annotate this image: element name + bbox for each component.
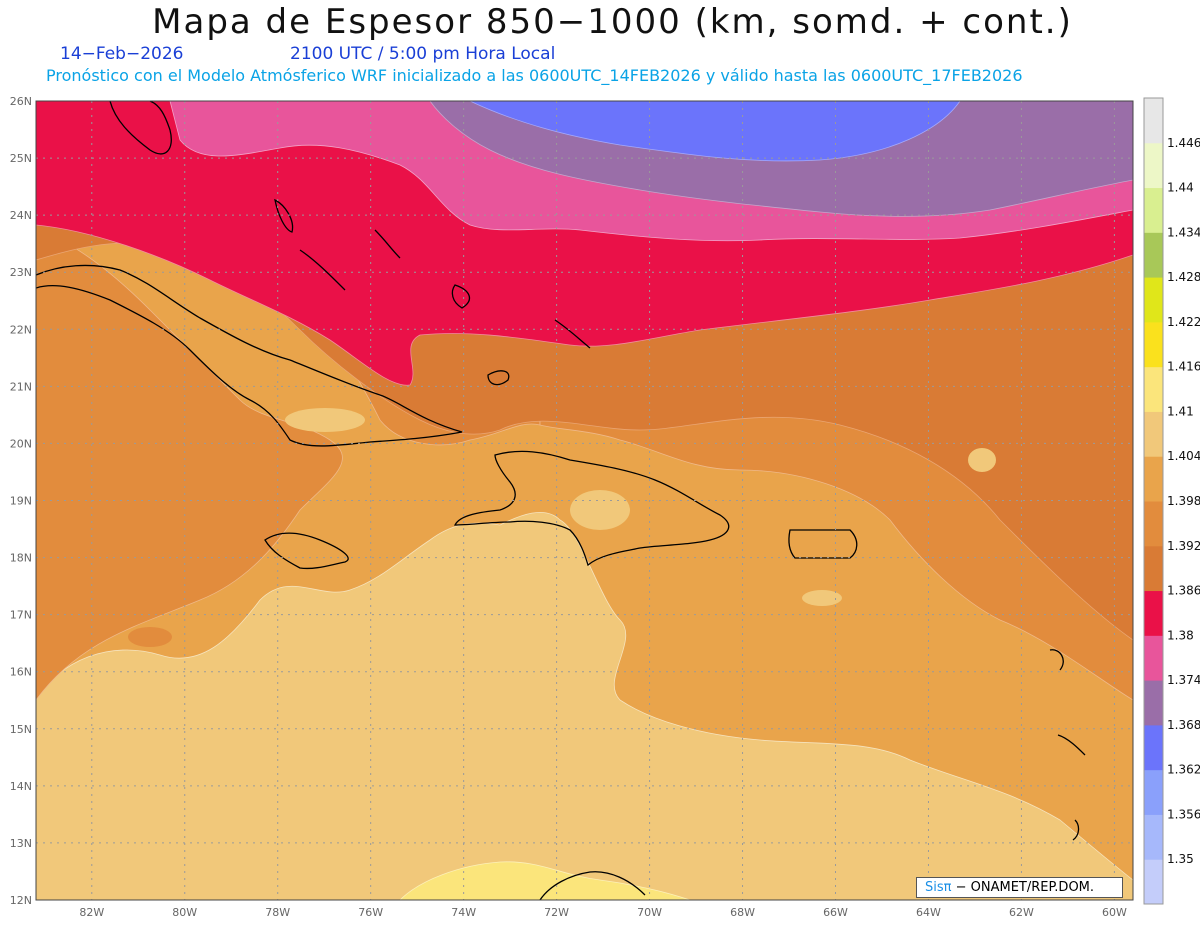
colorbar: 1.35 1.356 1.362 1.368 1.374 1.38 1.386 1.392 1.… xyxy=(1143,97,1200,905)
lon-label: 82W xyxy=(79,906,104,919)
colorbar-label: 1.446 xyxy=(1167,136,1200,150)
coastline-jamaica xyxy=(264,532,349,570)
thickness-band-1404 xyxy=(36,512,1133,900)
colorbar-label: 1.392 xyxy=(1167,539,1200,553)
sispi-logo-text: Sisπ xyxy=(925,880,952,895)
credit-text: − ONAMET/REP.DOM. xyxy=(955,880,1095,895)
lat-label: 16N xyxy=(10,666,32,679)
coastline-cuba xyxy=(36,264,463,447)
colorbar-swatch xyxy=(1144,724,1163,771)
coastline-florida xyxy=(109,101,172,155)
thickness-blob xyxy=(128,627,172,647)
colorbar-swatch xyxy=(1144,590,1163,636)
colorbar-swatch xyxy=(1144,411,1163,457)
lon-label: 64W xyxy=(916,906,941,919)
colorbar-swatch xyxy=(1144,545,1163,592)
lat-label: 17N xyxy=(10,609,32,622)
colorbar-swatch xyxy=(1144,456,1163,502)
colorbar-label: 1.35 xyxy=(1167,852,1194,866)
lat-label: 21N xyxy=(10,380,32,393)
lon-label: 60W xyxy=(1102,906,1127,919)
lat-label: 18N xyxy=(10,552,32,565)
lon-label: 70W xyxy=(637,906,662,919)
map-grid xyxy=(36,101,1133,900)
colorbar-swatch xyxy=(1144,769,1163,815)
lon-label: 74W xyxy=(451,906,476,919)
colorbar-swatch xyxy=(1144,187,1163,233)
lat-label: 13N xyxy=(10,837,32,850)
colorbar-swatch xyxy=(1144,232,1163,278)
coastlines xyxy=(36,101,1086,900)
coastline-great-inagua xyxy=(487,370,510,386)
date-label: 14−Feb−2026 xyxy=(60,44,184,64)
lon-label: 80W xyxy=(172,906,197,919)
lat-label: 14N xyxy=(10,780,32,793)
time-label: 2100 UTC / 5:00 pm Hora Local xyxy=(290,44,556,64)
colorbar-label: 1.386 xyxy=(1167,584,1200,598)
longitude-labels: 82W 80W 78W 76W 74W 72W 70W 68W 66W 64W 62W 60W xyxy=(79,906,1127,919)
coastline-lesser-antilles xyxy=(1049,649,1086,841)
coastline-bahamas-2 xyxy=(374,229,401,259)
lat-label: 23N xyxy=(10,266,32,279)
colorbar-swatch xyxy=(1144,501,1163,547)
credit-box: Sisπ − ONAMET/REP.DOM. xyxy=(916,877,1123,898)
colorbar-label: 1.356 xyxy=(1167,807,1200,821)
colorbar-swatch xyxy=(1144,142,1163,189)
colorbar-swatch xyxy=(1144,859,1163,905)
colorbar-label: 1.428 xyxy=(1167,270,1200,284)
colorbar-swatch xyxy=(1144,635,1163,681)
coastline-venezuela xyxy=(539,871,646,900)
lat-label: 25N xyxy=(10,152,32,165)
thickness-band-1362 xyxy=(469,101,961,162)
latitude-labels: 26N 25N 24N 23N 22N 21N 20N 19N 18N 17N 16N 15N 14N 1… xyxy=(10,95,32,907)
lat-label: 12N xyxy=(10,894,32,907)
colorbar-label: 1.41 xyxy=(1167,404,1194,418)
coastline-hispaniola xyxy=(453,450,730,567)
colorbar-swatch xyxy=(1144,98,1163,144)
colorbar-swatch xyxy=(1144,277,1163,323)
lat-label: 22N xyxy=(10,323,32,336)
thickness-blob xyxy=(968,448,996,472)
coastline-bahamas-3 xyxy=(451,284,471,309)
lon-label: 66W xyxy=(823,906,848,919)
colorbar-swatch xyxy=(1144,321,1163,368)
map-title: Mapa de Espesor 850−1000 (km, somd. + co… xyxy=(152,2,1073,42)
lon-label: 68W xyxy=(730,906,755,919)
colorbar-label: 1.362 xyxy=(1167,763,1200,777)
colorbar-label: 1.434 xyxy=(1167,225,1200,239)
lat-label: 24N xyxy=(10,209,32,222)
colorbar-label: 1.416 xyxy=(1167,360,1200,374)
thickness-blob xyxy=(285,408,365,432)
thickness-blob xyxy=(802,590,842,606)
colorbar-swatch xyxy=(1144,680,1163,726)
colorbar-label: 1.422 xyxy=(1167,315,1200,329)
colorbar-label: 1.374 xyxy=(1167,673,1200,687)
colorbar-label: 1.38 xyxy=(1167,628,1194,642)
lat-label: 19N xyxy=(10,495,32,508)
coastline-bahamas-4 xyxy=(554,319,591,349)
colorbar-swatch xyxy=(1144,366,1163,412)
colorbar-label: 1.44 xyxy=(1167,181,1194,195)
lon-label: 72W xyxy=(544,906,569,919)
lon-label: 78W xyxy=(265,906,290,919)
colorbar-swatch xyxy=(1144,814,1163,860)
lon-label: 76W xyxy=(358,906,383,919)
lat-label: 15N xyxy=(10,723,32,736)
colorbar-label: 1.368 xyxy=(1167,718,1200,732)
coastline-bahamas-1 xyxy=(299,249,346,291)
forecast-description: Pronóstico con el Modelo Atmósferico WRF… xyxy=(46,66,1023,85)
lat-label: 20N xyxy=(10,437,32,450)
colorbar-label: 1.404 xyxy=(1167,449,1200,463)
colorbar-frame xyxy=(1143,97,1164,905)
thickness-blob xyxy=(570,490,630,530)
colorbar-label: 1.398 xyxy=(1167,494,1200,508)
coastline-andros xyxy=(274,198,294,233)
map-frame xyxy=(35,100,1134,901)
lon-label: 62W xyxy=(1009,906,1034,919)
thickness-band-1410 xyxy=(399,861,691,900)
lat-label: 26N xyxy=(10,95,32,108)
